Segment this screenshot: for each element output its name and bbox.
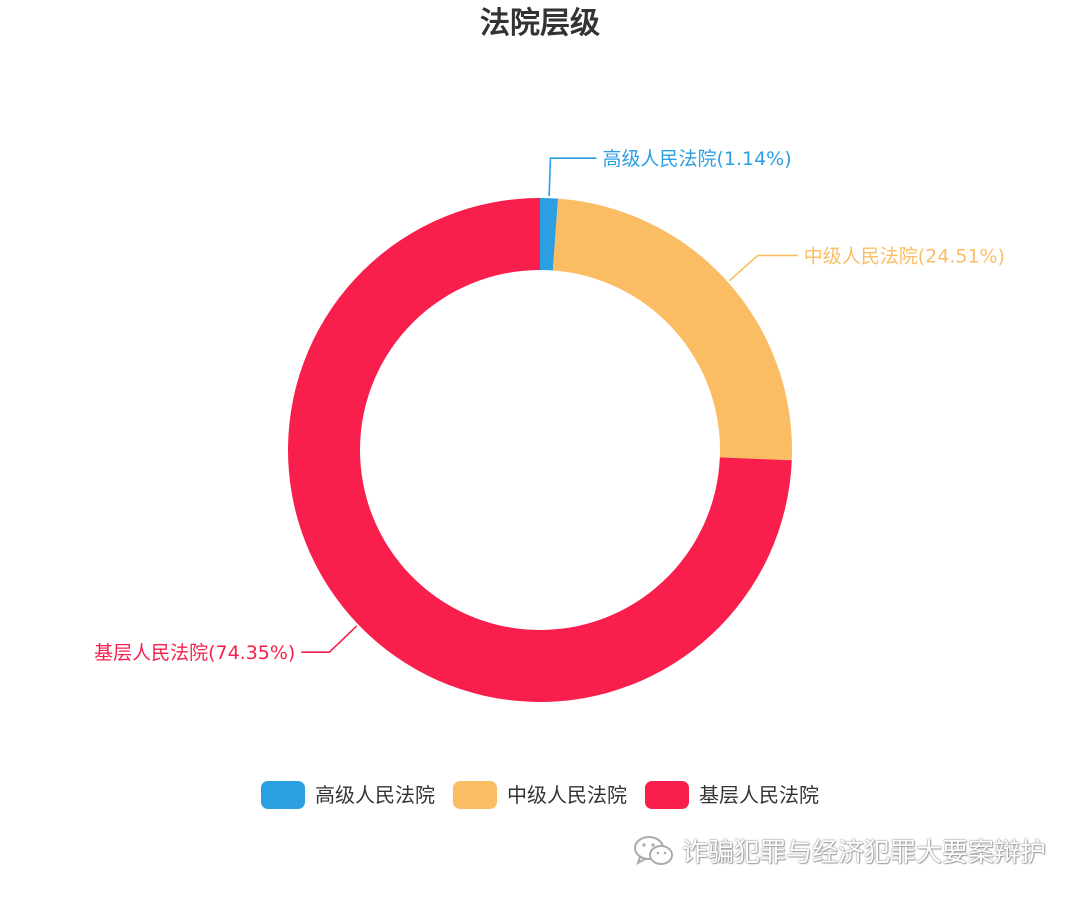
slice-labels: 高级人民法院(1.14%) 中级人民法院(24.51%) 基层人民法院(74.35%… bbox=[94, 148, 1005, 664]
slice-high-court[interactable] bbox=[540, 198, 559, 271]
legend-swatch-intermediate-court bbox=[453, 781, 497, 809]
watermark-text: 诈骗犯罪与经济犯罪大要案辩护 bbox=[681, 838, 1046, 868]
leader-line-intermediate-court bbox=[728, 254, 798, 282]
wechat-icon bbox=[633, 835, 673, 865]
slice-label-basic-court: 基层人民法院(74.35%) bbox=[94, 642, 295, 664]
chart-legend: 高级人民法院 中级人民法院 基层人民法院 bbox=[0, 780, 1080, 810]
legend-label-basic-court: 基层人民法院 bbox=[699, 783, 819, 807]
leader-lines bbox=[301, 157, 798, 654]
donut-slices bbox=[287, 198, 793, 702]
legend-item-high-court[interactable]: 高级人民法院 bbox=[261, 780, 435, 810]
legend-label-high-court: 高级人民法院 bbox=[315, 783, 435, 807]
leader-line-basic-court bbox=[301, 625, 358, 654]
legend-item-basic-court[interactable]: 基层人民法院 bbox=[645, 780, 819, 810]
slice-intermediate-court[interactable] bbox=[552, 198, 793, 461]
slice-label-intermediate-court: 中级人民法院(24.51%) bbox=[804, 245, 1005, 267]
leader-line-high-court bbox=[548, 157, 597, 197]
legend-label-intermediate-court: 中级人民法院 bbox=[507, 783, 627, 807]
legend-swatch-high-court bbox=[261, 781, 305, 809]
legend-swatch-basic-court bbox=[645, 781, 689, 809]
slice-label-high-court: 高级人民法院(1.14%) bbox=[602, 148, 791, 170]
chart-title: 法院层级 bbox=[480, 6, 600, 41]
watermark: 诈骗犯罪与经济犯罪大要案辩护 bbox=[632, 832, 1046, 869]
legend-item-intermediate-court[interactable]: 中级人民法院 bbox=[453, 780, 627, 810]
